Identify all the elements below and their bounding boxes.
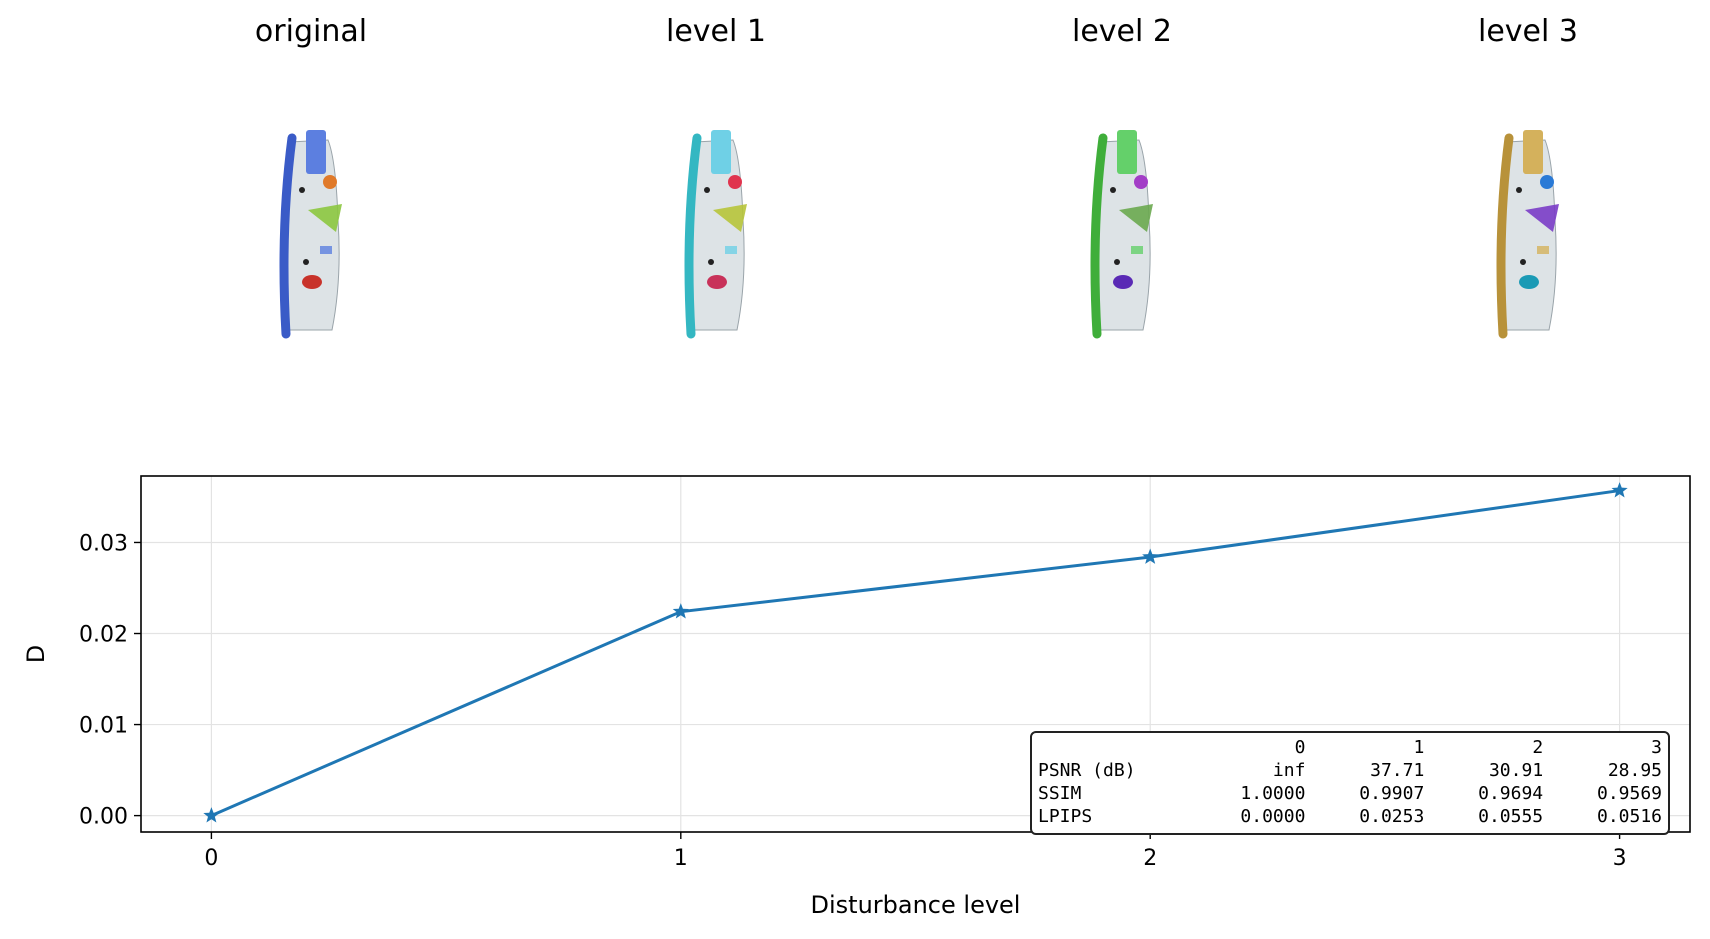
x-tick-label: 2 bbox=[1143, 846, 1157, 871]
handle bbox=[1523, 130, 1543, 174]
sticker bbox=[1113, 275, 1133, 289]
panel-title-original: original bbox=[254, 14, 368, 49]
table-cell bbox=[1038, 736, 1187, 759]
data-point bbox=[203, 807, 220, 823]
pennant-graphic bbox=[713, 204, 747, 232]
sticker bbox=[299, 187, 305, 193]
table-cell: 1.0000 bbox=[1240, 783, 1306, 804]
data-point bbox=[1611, 482, 1628, 498]
table-cell: 28.95 bbox=[1607, 760, 1663, 781]
handle bbox=[711, 130, 731, 174]
table-cell: 1 bbox=[1413, 737, 1425, 758]
table-cell: 0.0555 bbox=[1478, 806, 1544, 827]
sticker bbox=[320, 246, 332, 254]
zipper bbox=[1496, 133, 1514, 339]
zipper bbox=[1090, 133, 1108, 339]
table-cell: 0.0253 bbox=[1359, 806, 1425, 827]
table-cell: 0.9907 bbox=[1359, 783, 1425, 804]
data-point bbox=[672, 603, 689, 619]
data-point bbox=[1142, 548, 1159, 564]
sticker bbox=[1114, 259, 1120, 265]
y-axis-label: D bbox=[22, 645, 50, 663]
sticker bbox=[1134, 175, 1148, 189]
pennant-graphic bbox=[1525, 204, 1559, 232]
sticker bbox=[303, 259, 309, 265]
sticker bbox=[1540, 175, 1554, 189]
zipper bbox=[279, 133, 297, 339]
table-cell: 0 bbox=[1294, 737, 1306, 758]
y-tick-label: 0.02 bbox=[79, 623, 128, 648]
render-original bbox=[279, 130, 342, 339]
table-cell: 0.9694 bbox=[1478, 783, 1544, 804]
table-cell: 0.9569 bbox=[1596, 783, 1663, 804]
render-level-2 bbox=[1090, 130, 1153, 339]
y-tick-label: 0.01 bbox=[79, 714, 128, 739]
sticker bbox=[1131, 246, 1143, 254]
table-cell: 0.0000 bbox=[1240, 806, 1306, 827]
sticker bbox=[1110, 187, 1116, 193]
x-tick-label: 3 bbox=[1613, 846, 1627, 871]
sticker bbox=[302, 275, 322, 289]
sticker bbox=[708, 259, 714, 265]
render-level-3 bbox=[1496, 130, 1559, 339]
sticker bbox=[323, 175, 337, 189]
table-header-row: 0 1 2 3 bbox=[1038, 736, 1662, 759]
handle bbox=[1117, 130, 1137, 174]
sticker bbox=[1537, 246, 1549, 254]
table-cell: PSNR (dB) bbox=[1038, 760, 1136, 781]
render-level-1 bbox=[684, 130, 747, 339]
sticker bbox=[725, 246, 737, 254]
zipper bbox=[684, 133, 702, 339]
y-tick-label: 0.03 bbox=[79, 531, 128, 556]
panel-title-level-2: level 2 bbox=[1072, 14, 1172, 49]
x-tick-label: 1 bbox=[674, 846, 688, 871]
table-cell: 2 bbox=[1532, 737, 1544, 758]
table-cell: inf bbox=[1272, 760, 1306, 781]
plot-frame bbox=[140, 475, 1691, 833]
pennant-graphic bbox=[1119, 204, 1153, 232]
table-row: PSNR (dB) inf 37.71 30.91 28.95 bbox=[1038, 759, 1662, 782]
sticker bbox=[728, 175, 742, 189]
handle bbox=[306, 130, 326, 174]
x-axis-label: Disturbance level bbox=[811, 891, 1021, 919]
pennant-graphic bbox=[308, 204, 342, 232]
sticker bbox=[707, 275, 727, 289]
table-cell: LPIPS bbox=[1038, 806, 1093, 827]
table-cell: 0.0516 bbox=[1596, 806, 1663, 827]
metrics-table: 0 1 2 3 PSNR (dB) inf 37.71 30.91 28.95 … bbox=[1030, 731, 1670, 835]
table-cell: 3 bbox=[1651, 737, 1663, 758]
table-row: SSIM 1.0000 0.9907 0.9694 0.9569 bbox=[1038, 782, 1662, 805]
sticker bbox=[1520, 259, 1526, 265]
panel-title-level-1: level 1 bbox=[666, 14, 766, 49]
sticker bbox=[704, 187, 710, 193]
table-row: LPIPS 0.0000 0.0253 0.0555 0.0516 bbox=[1038, 805, 1662, 828]
table-cell: 37.71 bbox=[1370, 760, 1425, 781]
y-tick-label: 0.00 bbox=[79, 805, 128, 830]
x-tick-label: 0 bbox=[204, 846, 218, 871]
series-line bbox=[210, 489, 1620, 817]
sticker bbox=[1516, 187, 1522, 193]
table-cell: 30.91 bbox=[1488, 760, 1544, 781]
table-cell: SSIM bbox=[1038, 783, 1082, 804]
panel-title-level-3: level 3 bbox=[1478, 14, 1578, 49]
sticker bbox=[1519, 275, 1539, 289]
